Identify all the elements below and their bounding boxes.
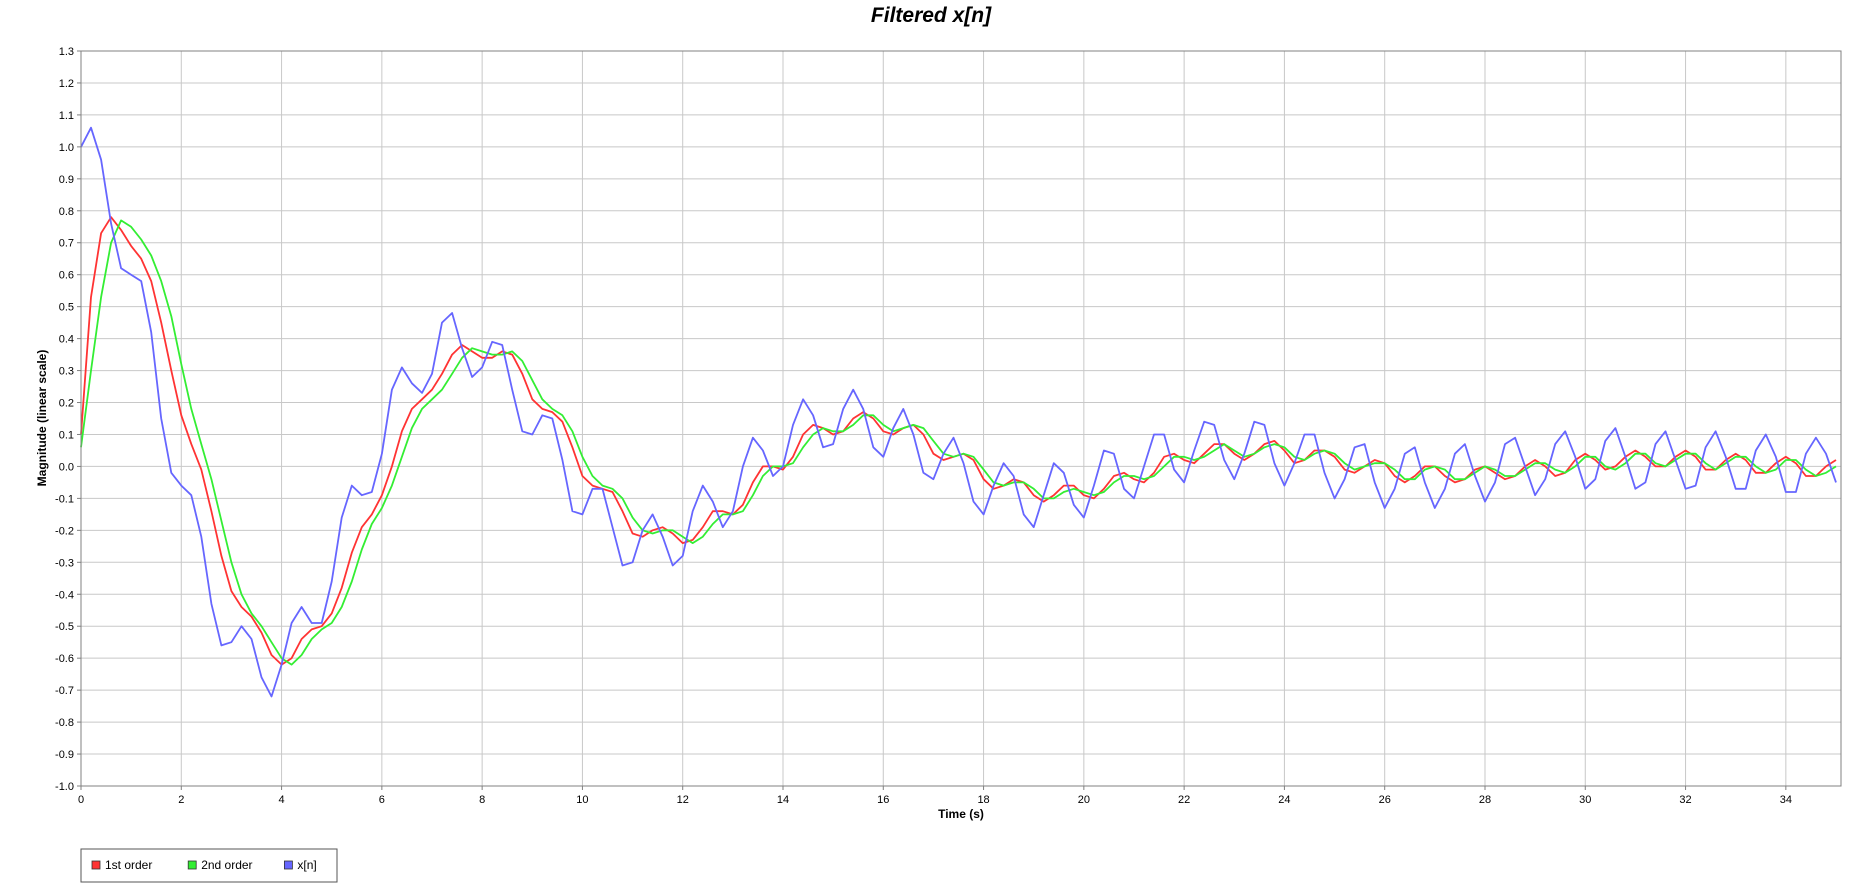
y-tick-label: 1.2 — [59, 78, 74, 90]
x-tick-label: 24 — [1278, 794, 1290, 806]
y-tick-label: 0.7 — [59, 238, 74, 250]
y-axis-title: Magnitude (linear scale) — [35, 350, 49, 487]
grid-lines — [80, 50, 1841, 787]
legend-swatch — [187, 860, 197, 870]
y-axis-ticks: 1.3 1.2 1.1 1.0 0.9 0.8 0.7 0.6 0.5 0.4 0.3 0.2 0.1 0… — [55, 46, 81, 793]
y-tick-label: -0.7 — [55, 685, 74, 697]
y-tick-label: -0.8 — [55, 717, 74, 729]
x-tick-label: 14 — [777, 794, 789, 806]
y-tick-label: 0.8 — [59, 206, 74, 218]
y-tick-label: 0.9 — [59, 174, 74, 186]
x-axis-ticks: 0 2 4 6 8 10 12 14 16 18 20 22 24 26 28 30 32 34 — [78, 786, 1792, 806]
y-tick-label: 0.1 — [59, 429, 74, 441]
plot-border — [80, 50, 1842, 787]
legend-label: x[n] — [297, 858, 316, 872]
y-tick-label: -0.3 — [55, 557, 74, 569]
legend-label: 1st order — [105, 858, 152, 872]
y-tick-label: 0.5 — [59, 302, 74, 314]
x-tick-label: 8 — [479, 794, 485, 806]
legend-swatch — [283, 860, 293, 870]
x-tick-label: 30 — [1579, 794, 1591, 806]
x-tick-label: 28 — [1479, 794, 1491, 806]
y-tick-label: -0.2 — [55, 525, 74, 537]
x-tick-label: 6 — [379, 794, 385, 806]
chart-title: Filtered x[n] — [871, 4, 992, 27]
x-tick-label: 2 — [178, 794, 184, 806]
y-tick-label: 1.0 — [59, 142, 74, 154]
y-tick-label: 0.4 — [59, 334, 74, 346]
y-tick-label: -0.1 — [55, 493, 74, 505]
legend-box — [80, 848, 338, 883]
y-tick-label: -0.4 — [55, 589, 74, 601]
y-tick-label: 0.3 — [59, 366, 74, 378]
x-tick-label: 4 — [279, 794, 285, 806]
x-axis-title: Time (s) — [938, 807, 984, 821]
y-tick-label: 1.3 — [59, 46, 74, 58]
y-tick-label: 1.1 — [59, 110, 74, 122]
x-tick-label: 26 — [1379, 794, 1391, 806]
x-tick-label: 12 — [677, 794, 689, 806]
x-tick-label: 16 — [877, 794, 889, 806]
x-tick-label: 22 — [1178, 794, 1190, 806]
y-tick-label: -1.0 — [55, 781, 74, 793]
series-line-2 — [80, 126, 1837, 698]
y-tick-label: 0.6 — [59, 270, 74, 282]
x-tick-label: 20 — [1078, 794, 1090, 806]
x-tick-label: 18 — [977, 794, 989, 806]
legend-swatch — [91, 860, 101, 870]
legend-label: 2nd order — [201, 858, 252, 872]
series-lines — [80, 126, 1837, 698]
y-tick-label: -0.9 — [55, 749, 74, 761]
legend-items: 1st order 2nd order x[n] — [91, 858, 317, 872]
x-tick-label: 32 — [1679, 794, 1691, 806]
y-tick-label: 0.0 — [59, 461, 74, 473]
x-tick-label: 34 — [1780, 794, 1792, 806]
y-tick-label: -0.6 — [55, 653, 74, 665]
legend: 1st order 2nd order x[n] — [80, 848, 338, 883]
x-tick-label: 0 — [78, 794, 84, 806]
x-tick-label: 10 — [576, 794, 588, 806]
plot-area — [81, 51, 1841, 786]
series-line-1 — [80, 219, 1837, 666]
y-tick-label: -0.5 — [55, 621, 74, 633]
y-tick-label: 0.2 — [59, 398, 74, 410]
